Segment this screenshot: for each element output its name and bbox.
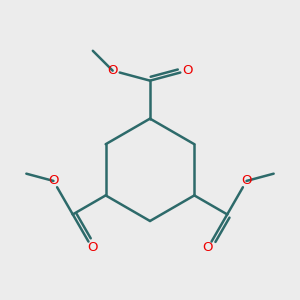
Text: O: O xyxy=(107,64,118,77)
Text: O: O xyxy=(241,174,252,188)
Text: O: O xyxy=(203,242,213,254)
Text: O: O xyxy=(48,174,59,188)
Text: O: O xyxy=(87,242,97,254)
Text: O: O xyxy=(182,64,193,77)
